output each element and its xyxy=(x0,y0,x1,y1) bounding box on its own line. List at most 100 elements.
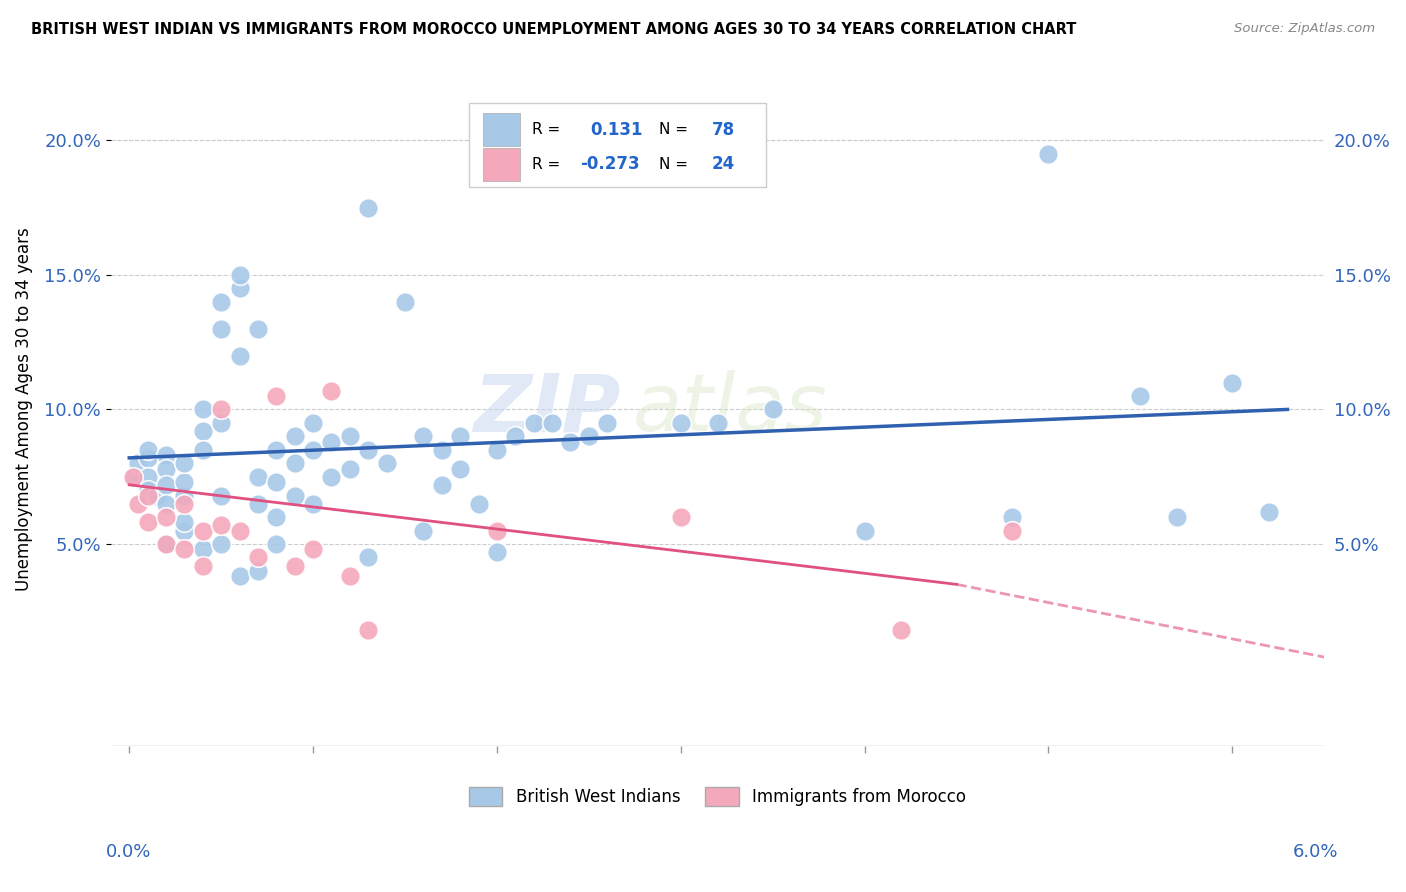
Point xyxy=(173,497,195,511)
Point xyxy=(339,429,361,443)
Point xyxy=(228,524,250,538)
Point xyxy=(284,429,307,443)
Point xyxy=(412,524,434,538)
Point xyxy=(321,384,343,398)
Point xyxy=(155,448,177,462)
Point xyxy=(209,402,232,417)
Point xyxy=(321,434,343,449)
Point xyxy=(266,442,288,457)
Point xyxy=(155,477,177,491)
Point xyxy=(127,497,149,511)
Point xyxy=(339,569,361,583)
Text: Source: ZipAtlas.com: Source: ZipAtlas.com xyxy=(1234,22,1375,36)
Point xyxy=(357,623,380,637)
Point xyxy=(136,483,159,498)
Point xyxy=(669,510,692,524)
Point xyxy=(284,489,307,503)
Point xyxy=(209,416,232,430)
Point xyxy=(173,475,195,489)
Point xyxy=(173,489,195,503)
Point xyxy=(246,550,269,565)
Point xyxy=(246,321,269,335)
Point xyxy=(136,450,159,465)
Text: 24: 24 xyxy=(711,155,735,173)
Point xyxy=(191,402,214,417)
Point xyxy=(209,518,232,533)
Point xyxy=(136,469,159,483)
Text: N =: N = xyxy=(659,122,689,137)
Point xyxy=(357,550,380,565)
Point xyxy=(302,442,325,457)
Point xyxy=(228,281,250,295)
Text: 78: 78 xyxy=(711,120,734,138)
Text: 0.131: 0.131 xyxy=(591,120,643,138)
Point xyxy=(505,429,527,443)
Point xyxy=(449,461,471,475)
Point xyxy=(228,349,250,363)
Point xyxy=(173,456,195,470)
Point xyxy=(209,294,232,309)
Point xyxy=(412,429,434,443)
Point xyxy=(191,424,214,438)
Point xyxy=(1001,524,1024,538)
Point xyxy=(1038,146,1060,161)
Point xyxy=(155,510,177,524)
Point xyxy=(321,469,343,483)
Point xyxy=(155,537,177,551)
FancyBboxPatch shape xyxy=(484,148,520,181)
Point xyxy=(146,489,169,503)
Point xyxy=(1129,389,1152,403)
Point xyxy=(357,442,380,457)
Point xyxy=(302,416,325,430)
Point xyxy=(449,429,471,443)
Text: BRITISH WEST INDIAN VS IMMIGRANTS FROM MOROCCO UNEMPLOYMENT AMONG AGES 30 TO 34 : BRITISH WEST INDIAN VS IMMIGRANTS FROM M… xyxy=(31,22,1077,37)
Point xyxy=(173,516,195,530)
Point xyxy=(523,416,546,430)
Point xyxy=(173,524,195,538)
Point xyxy=(302,542,325,557)
Point xyxy=(485,442,508,457)
Point xyxy=(339,461,361,475)
Point xyxy=(266,389,288,403)
Point xyxy=(228,569,250,583)
Point xyxy=(246,469,269,483)
FancyBboxPatch shape xyxy=(468,103,766,187)
Text: ZIP: ZIP xyxy=(472,370,620,449)
Point xyxy=(541,416,564,430)
Point xyxy=(136,442,159,457)
Point xyxy=(1258,505,1281,519)
Text: 6.0%: 6.0% xyxy=(1294,843,1339,861)
Point xyxy=(173,542,195,557)
Point xyxy=(467,497,489,511)
Point xyxy=(890,623,912,637)
Text: -0.273: -0.273 xyxy=(581,155,640,173)
Text: N =: N = xyxy=(659,157,689,172)
Point xyxy=(155,497,177,511)
Point xyxy=(430,442,453,457)
Point xyxy=(246,497,269,511)
Point xyxy=(127,456,149,470)
Point xyxy=(706,416,728,430)
Point xyxy=(578,429,600,443)
Point xyxy=(209,489,232,503)
Text: 0.0%: 0.0% xyxy=(105,843,150,861)
Point xyxy=(209,321,232,335)
Point xyxy=(246,564,269,578)
Point xyxy=(762,402,785,417)
Point xyxy=(669,416,692,430)
Point xyxy=(136,516,159,530)
Point xyxy=(357,201,380,215)
Point xyxy=(155,537,177,551)
Point xyxy=(284,558,307,573)
Point xyxy=(485,545,508,559)
Point xyxy=(266,510,288,524)
Point xyxy=(1166,510,1188,524)
Point xyxy=(124,469,146,483)
Point xyxy=(394,294,416,309)
Point xyxy=(1001,510,1024,524)
Point xyxy=(266,537,288,551)
Point xyxy=(136,489,159,503)
Y-axis label: Unemployment Among Ages 30 to 34 years: Unemployment Among Ages 30 to 34 years xyxy=(15,227,32,591)
Point xyxy=(853,524,876,538)
Point xyxy=(375,456,398,470)
